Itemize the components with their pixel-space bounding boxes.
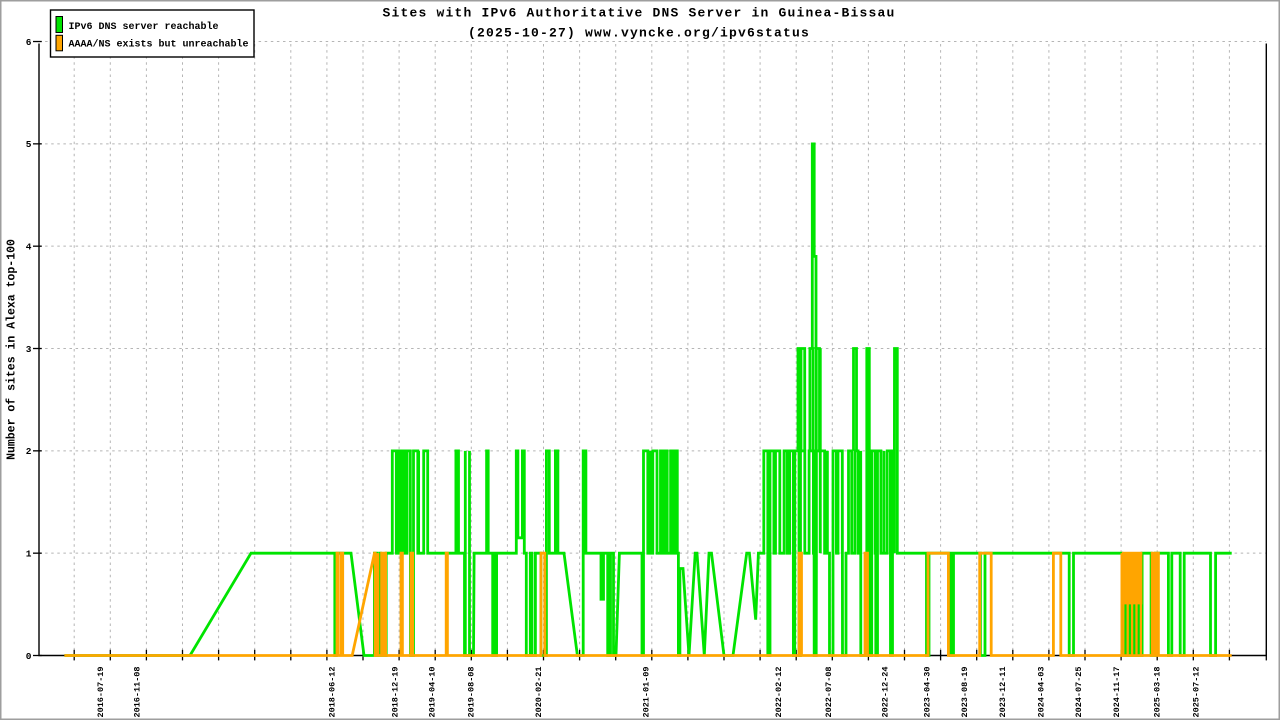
svg-text:2016-07-19: 2016-07-19 [96,666,106,717]
svg-text:2022-02-12: 2022-02-12 [774,666,784,717]
svg-text:2022-07-08: 2022-07-08 [824,666,834,717]
svg-text:2025-03-18: 2025-03-18 [1152,666,1162,717]
svg-text:2: 2 [26,446,32,457]
svg-text:2024-11-17: 2024-11-17 [1112,666,1122,717]
svg-text:AAAA/NS exists but unreachable: AAAA/NS exists but unreachable [69,39,249,51]
svg-text:5: 5 [26,139,32,150]
svg-text:1: 1 [26,549,32,560]
svg-text:2024-07-25: 2024-07-25 [1074,666,1084,717]
svg-text:2016-11-08: 2016-11-08 [133,666,143,717]
svg-text:2022-12-24: 2022-12-24 [881,666,891,717]
svg-text:2019-04-10: 2019-04-10 [428,666,438,717]
svg-text:4: 4 [26,242,32,253]
svg-text:2023-08-19: 2023-08-19 [960,666,970,717]
svg-text:2018-06-12: 2018-06-12 [327,666,337,717]
svg-text:2021-01-09: 2021-01-09 [642,666,652,717]
svg-text:6: 6 [26,37,32,48]
svg-text:2023-12-11: 2023-12-11 [998,666,1008,717]
svg-text:2018-12-19: 2018-12-19 [391,666,401,717]
svg-text:2019-08-08: 2019-08-08 [467,666,477,717]
svg-text:Sites with IPv6 Authoritative: Sites with IPv6 Authoritative DNS Server… [382,6,895,21]
svg-text:IPv6 DNS server reachable: IPv6 DNS server reachable [69,21,219,33]
svg-text:0: 0 [26,651,32,662]
svg-text:2023-04-30: 2023-04-30 [922,666,932,717]
svg-text:3: 3 [26,344,32,355]
svg-text:(2025-10-27) www.vyncke.org/ip: (2025-10-27) www.vyncke.org/ipv6status [468,25,810,40]
svg-text:2025-07-12: 2025-07-12 [1192,666,1202,717]
svg-text:2024-04-03: 2024-04-03 [1036,666,1046,717]
svg-text:Number of sites in Alexa top-1: Number of sites in Alexa top-100 [6,239,19,460]
svg-text:2020-02-21: 2020-02-21 [534,666,544,717]
